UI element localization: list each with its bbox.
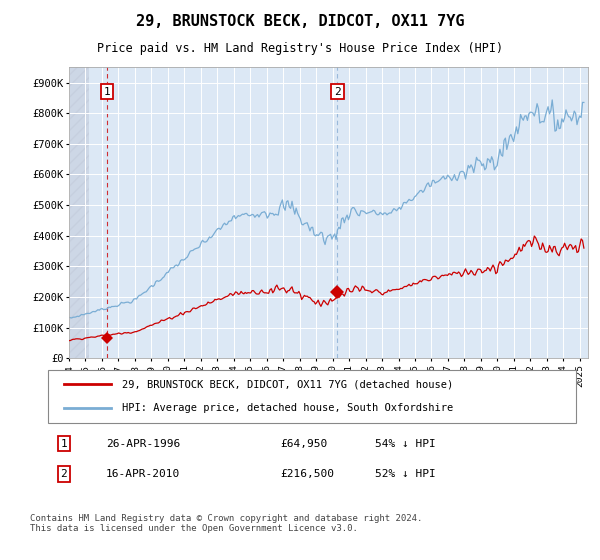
Bar <box>69 67 89 358</box>
FancyBboxPatch shape <box>48 370 576 423</box>
Text: Contains HM Land Registry data © Crown copyright and database right 2024.
This d: Contains HM Land Registry data © Crown c… <box>30 514 422 534</box>
Text: 1: 1 <box>104 87 110 97</box>
Text: Price paid vs. HM Land Registry's House Price Index (HPI): Price paid vs. HM Land Registry's House … <box>97 42 503 55</box>
Text: 1: 1 <box>61 438 67 449</box>
Text: 26-APR-1996: 26-APR-1996 <box>106 438 181 449</box>
Text: 2: 2 <box>61 469 67 479</box>
Text: 29, BRUNSTOCK BECK, DIDCOT, OX11 7YG (detached house): 29, BRUNSTOCK BECK, DIDCOT, OX11 7YG (de… <box>122 380 453 390</box>
Text: 16-APR-2010: 16-APR-2010 <box>106 469 181 479</box>
Text: 54% ↓ HPI: 54% ↓ HPI <box>376 438 436 449</box>
Text: 2: 2 <box>334 87 341 97</box>
Text: £64,950: £64,950 <box>280 438 328 449</box>
Text: HPI: Average price, detached house, South Oxfordshire: HPI: Average price, detached house, Sout… <box>122 403 453 413</box>
Text: £216,500: £216,500 <box>280 469 334 479</box>
Text: 52% ↓ HPI: 52% ↓ HPI <box>376 469 436 479</box>
Text: 29, BRUNSTOCK BECK, DIDCOT, OX11 7YG: 29, BRUNSTOCK BECK, DIDCOT, OX11 7YG <box>136 14 464 29</box>
